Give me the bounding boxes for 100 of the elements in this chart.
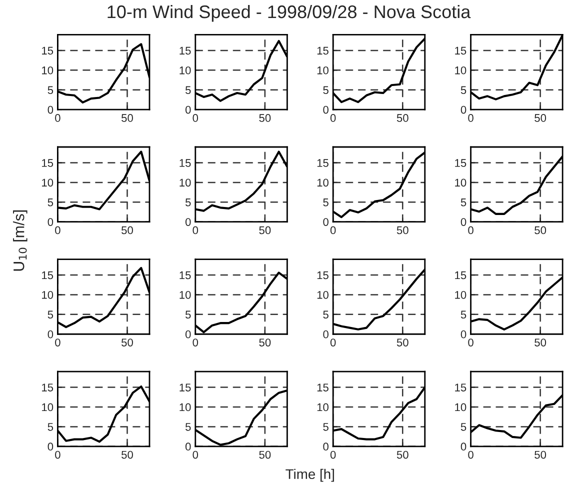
y-tick-label: 10 xyxy=(455,290,466,299)
y-tick-label: 0 xyxy=(460,442,466,451)
y-tick-label: 15 xyxy=(42,159,54,167)
x-tick-label: 50 xyxy=(534,338,546,346)
y-tick-label: 0 xyxy=(48,218,54,226)
x-tick-label: 0 xyxy=(192,226,198,234)
x-tick-label: 0 xyxy=(55,226,60,234)
y-tick-label: 0 xyxy=(48,106,54,114)
y-tick-label: 10 xyxy=(455,66,466,74)
y-tick-label: 10 xyxy=(317,290,328,299)
y-tick-label: 0 xyxy=(185,330,191,338)
x-tick-label: 50 xyxy=(259,450,271,459)
y-tick-label: 10 xyxy=(317,403,328,412)
y-tick-label: 0 xyxy=(185,106,191,114)
x-tick-label: 0 xyxy=(468,338,474,346)
y-tick-label: 0 xyxy=(460,218,466,226)
x-tick-label: 50 xyxy=(122,114,133,122)
y-tick-label: 15 xyxy=(42,384,54,392)
y-tick-label: 5 xyxy=(48,423,54,431)
y-tick-label: 5 xyxy=(323,86,328,94)
x-axis-title: Time [h] xyxy=(286,468,334,482)
x-tick-label: 0 xyxy=(330,450,336,459)
y-tick-label: 10 xyxy=(180,66,191,74)
x-tick-label: 0 xyxy=(192,114,198,122)
y-tick-label: 15 xyxy=(455,384,466,392)
x-tick-label: 50 xyxy=(259,338,271,346)
y-tick-label: 15 xyxy=(42,46,54,55)
x-tick-label: 0 xyxy=(330,226,336,234)
y-tick-label: 15 xyxy=(180,46,191,55)
x-tick-label: 50 xyxy=(396,450,408,459)
y-tick-label: 5 xyxy=(323,423,328,431)
y-tick-label: 5 xyxy=(48,86,54,94)
y-tick-label: 5 xyxy=(460,310,466,319)
x-tick-label: 0 xyxy=(55,114,60,122)
x-tick-label: 0 xyxy=(468,114,474,122)
y-tick-label: 0 xyxy=(48,442,54,451)
y-tick-label: 10 xyxy=(180,403,191,412)
y-tick-label: 0 xyxy=(323,442,328,451)
x-tick-label: 0 xyxy=(468,226,474,234)
y-tick-label: 15 xyxy=(317,159,328,167)
x-tick-label: 50 xyxy=(534,226,546,234)
y-tick-label: 5 xyxy=(460,423,466,431)
y-tick-label: 5 xyxy=(185,86,191,94)
y-tick-label: 10 xyxy=(180,178,191,187)
y-tick-label: 0 xyxy=(323,218,328,226)
y-tick-label: 5 xyxy=(460,86,466,94)
y-tick-label: 15 xyxy=(180,159,191,167)
y-tick-label: 5 xyxy=(323,310,328,319)
x-tick-label: 0 xyxy=(468,450,474,459)
y-tick-label: 0 xyxy=(48,330,54,338)
x-tick-label: 50 xyxy=(122,226,133,234)
y-tick-label: 15 xyxy=(180,384,191,392)
y-tick-label: 5 xyxy=(460,198,466,206)
x-tick-label: 50 xyxy=(396,338,408,346)
x-tick-label: 50 xyxy=(259,114,271,122)
x-tick-label: 0 xyxy=(330,338,336,346)
x-tick-label: 0 xyxy=(330,114,336,122)
x-tick-label: 50 xyxy=(534,450,546,459)
y-tick-label: 5 xyxy=(323,198,328,206)
x-tick-label: 50 xyxy=(396,114,408,122)
y-tick-label: 0 xyxy=(185,442,191,451)
y-tick-label: 5 xyxy=(48,198,54,206)
y-tick-label: 5 xyxy=(185,310,191,319)
y-tick-label: 10 xyxy=(42,290,54,299)
x-tick-label: 50 xyxy=(396,226,408,234)
line-series xyxy=(333,151,425,218)
x-tick-label: 50 xyxy=(534,114,546,122)
x-tick-label: 0 xyxy=(192,338,198,346)
y-tick-label: 5 xyxy=(185,198,191,206)
y-tick-label: 15 xyxy=(317,271,328,280)
y-tick-label: 0 xyxy=(460,330,466,338)
text: 10-m Wind Speed - 1998/09/28 - Nova Scotia xyxy=(108,4,471,22)
x-tick-label: 50 xyxy=(122,450,133,459)
y-tick-label: 10 xyxy=(317,66,328,74)
x-tick-label: 50 xyxy=(122,338,133,346)
y-tick-label: 0 xyxy=(460,106,466,114)
y-tick-label: 10 xyxy=(180,290,191,299)
y-tick-label: 0 xyxy=(185,218,191,226)
y-tick-label: 15 xyxy=(455,159,466,167)
y-tick-label: 10 xyxy=(455,403,466,412)
y-tick-label: 15 xyxy=(180,271,191,280)
y-tick-label: 0 xyxy=(323,106,328,114)
y-tick-label: 10 xyxy=(455,178,466,187)
y-tick-label: 0 xyxy=(323,330,328,338)
y-tick-label: 5 xyxy=(48,310,54,319)
x-tick-label: 0 xyxy=(55,450,60,459)
y-tick-label: 10 xyxy=(317,178,328,187)
x-tick-label: 50 xyxy=(259,226,271,234)
y-tick-label: 15 xyxy=(317,46,328,55)
y-tick-label: 15 xyxy=(317,384,328,392)
x-tick-label: 0 xyxy=(192,450,198,459)
y-tick-label: 10 xyxy=(42,66,54,74)
y-tick-label: 15 xyxy=(455,46,466,55)
y-tick-label: 5 xyxy=(185,423,191,431)
y-tick-label: 15 xyxy=(42,271,54,280)
y-tick-label: 10 xyxy=(42,403,54,412)
x-tick-label: 0 xyxy=(55,338,60,346)
y-axis-title: U$_{10}$ [m/s] xyxy=(13,210,28,271)
y-tick-label: 10 xyxy=(42,178,54,187)
y-tick-label: 15 xyxy=(455,271,466,280)
